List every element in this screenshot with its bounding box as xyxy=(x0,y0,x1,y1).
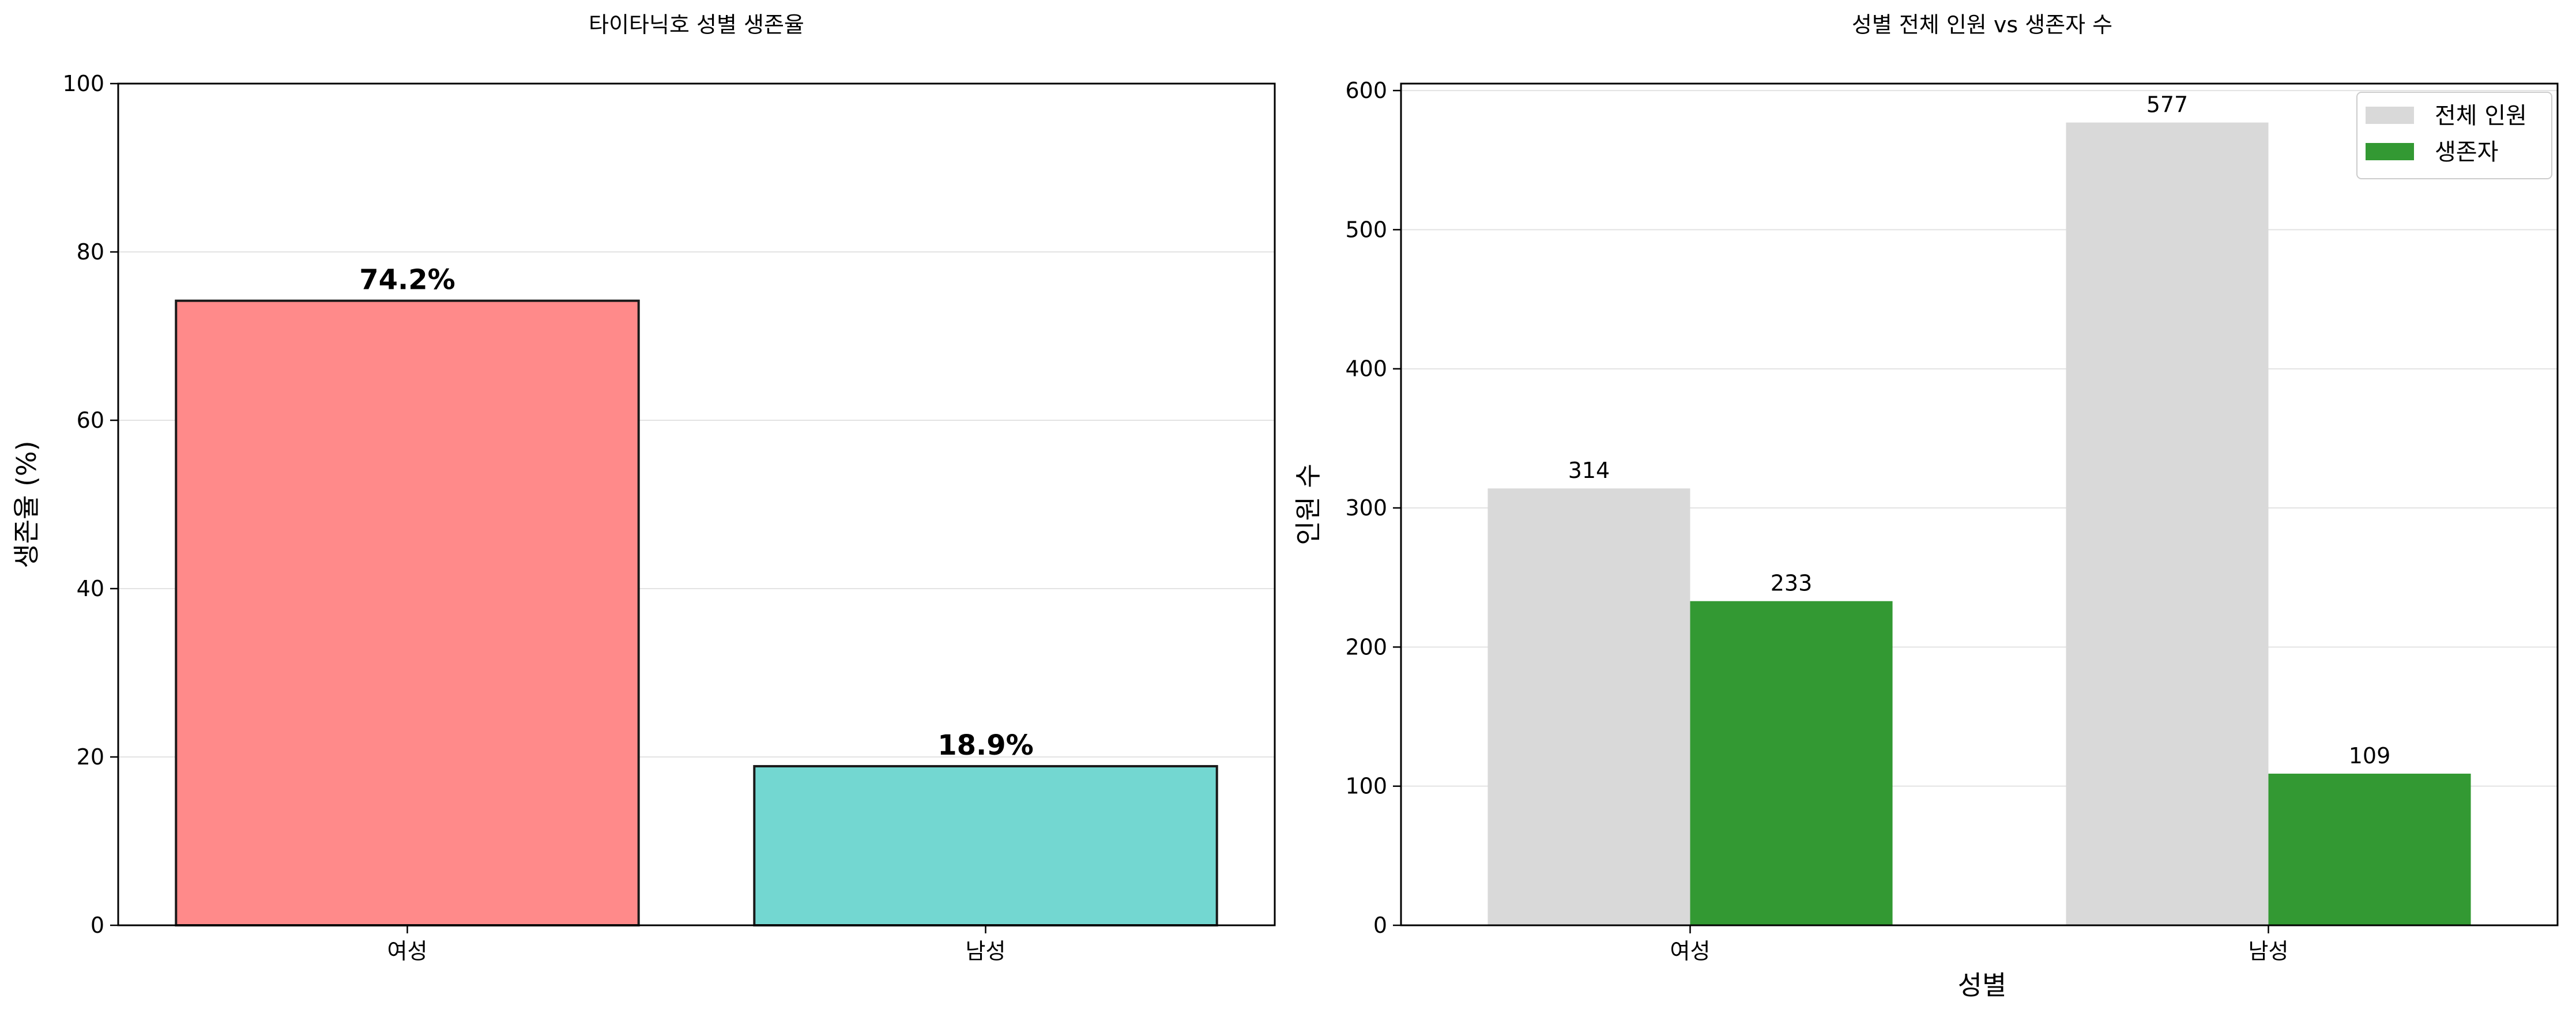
y-axis-ticks: 0 100 200 300 400 500 600 xyxy=(1345,78,1401,938)
bar-value-label: 233 xyxy=(1771,571,1813,596)
y-axis-label: 인원 수 xyxy=(1293,464,1324,545)
legend: 전체 인원 생존자 xyxy=(2356,92,2552,179)
y-tick-label: 600 xyxy=(1345,78,1387,103)
legend-label-survivors: 생존자 xyxy=(2435,139,2498,165)
y-axis-label: 생존율 (%) xyxy=(11,440,42,568)
legend-label-total: 전체 인원 xyxy=(2435,103,2527,129)
bars xyxy=(175,299,1218,927)
y-tick-label: 200 xyxy=(1345,634,1387,660)
y-tick-label: 20 xyxy=(77,744,104,770)
plot-frame xyxy=(117,82,1276,926)
bar-total xyxy=(1487,488,1690,925)
y-tick-label: 100 xyxy=(1345,774,1387,799)
bar-value-label: 577 xyxy=(2146,92,2189,118)
legend-swatch-survivors xyxy=(2366,143,2414,160)
y-tick-label: 500 xyxy=(1345,217,1387,242)
chart-title: 타이타닉호 성별 생존율 xyxy=(589,12,804,37)
bar xyxy=(175,299,640,926)
bar-total xyxy=(2066,122,2269,925)
y-tick-label: 100 xyxy=(62,71,104,96)
y-tick-label: 60 xyxy=(77,408,104,433)
survival-rate-chart: 타이타닉호 성별 생존율 74.2% 18.9% 0 20 40 60 80 100 여성 남… xyxy=(11,12,1276,964)
x-tick-label: 여성 xyxy=(387,939,428,964)
plot-frame xyxy=(1400,82,2559,926)
y-tick-label: 0 xyxy=(91,913,104,938)
x-axis-ticks: 여성 남성 xyxy=(1670,925,2289,964)
x-tick-label: 남성 xyxy=(966,939,1006,964)
x-axis-ticks: 여성 남성 xyxy=(387,925,1006,964)
bars xyxy=(1487,122,2471,925)
y-tick-label: 40 xyxy=(77,576,104,601)
bar-value-label: 314 xyxy=(1568,458,1610,483)
y-tick-label: 300 xyxy=(1345,495,1387,521)
legend-swatch-total xyxy=(2366,107,2414,124)
y-tick-label: 80 xyxy=(77,239,104,265)
bar-value-label: 109 xyxy=(2349,743,2391,768)
total-vs-survivors-chart: 성별 전체 인원 vs 생존자 수 314 577 233 109 0 100 200 30… xyxy=(1293,12,2559,1001)
chart-title: 성별 전체 인원 vs 생존자 수 xyxy=(1852,12,2112,37)
bar-survivors xyxy=(1690,601,1893,925)
x-tick-label: 남성 xyxy=(2249,939,2289,964)
x-tick-label: 여성 xyxy=(1670,939,1711,964)
y-axis-ticks: 0 20 40 60 80 100 xyxy=(62,71,118,938)
bar-survivors xyxy=(2268,773,2471,925)
y-tick-label: 400 xyxy=(1345,356,1387,382)
bar xyxy=(753,765,1218,927)
bar-value-labels: 74.2% 18.9% xyxy=(359,264,1034,762)
y-tick-label: 0 xyxy=(1373,913,1387,938)
bar-value-label: 74.2% xyxy=(359,264,455,296)
bar-value-labels: 314 577 233 109 xyxy=(1568,92,2391,768)
x-axis-label: 성별 xyxy=(1958,970,2007,1001)
bar-value-label: 18.9% xyxy=(937,729,1034,762)
